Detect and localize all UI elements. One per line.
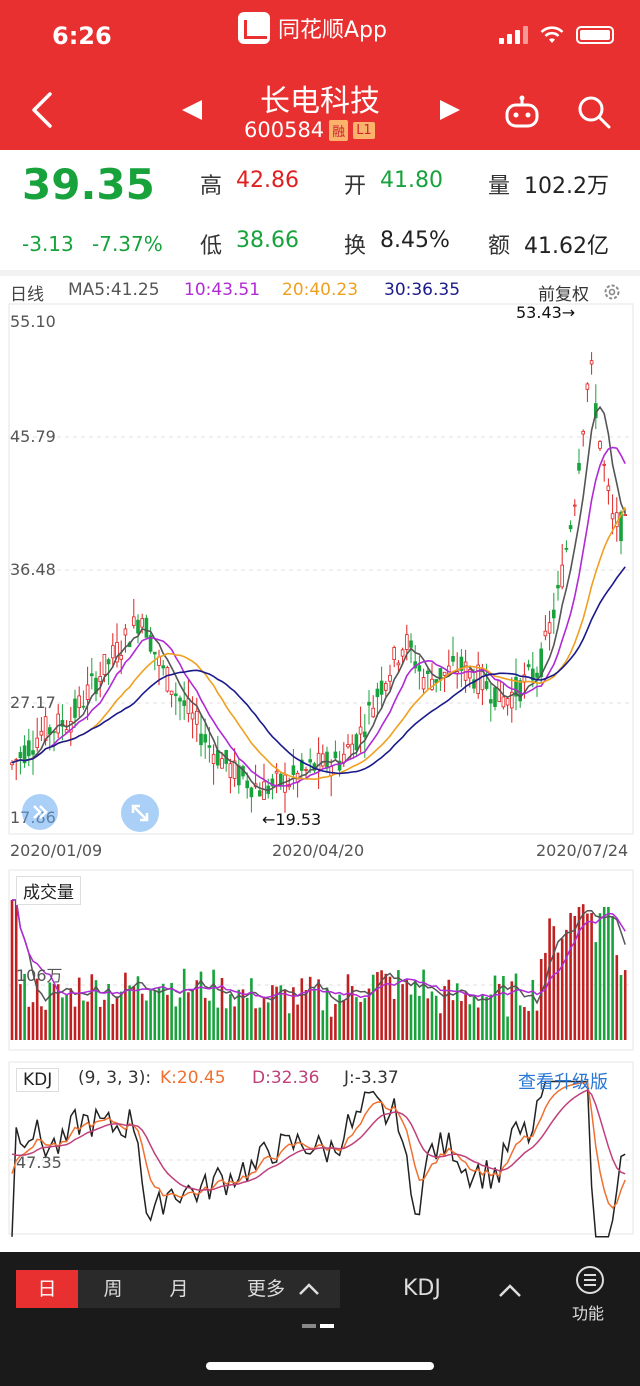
next-stock-icon[interactable] <box>440 100 460 120</box>
battery-icon <box>576 26 614 44</box>
function-label[interactable]: 功能 <box>572 1304 605 1323</box>
indicator-chevron-up-icon[interactable] <box>498 1282 522 1298</box>
volume-bars <box>9 900 633 1040</box>
bottom-toolbar: 日 周 月 更多 KDJ 功能 <box>0 1252 640 1386</box>
amount-label: 额 <box>488 234 511 259</box>
y-label-top: 55.10 <box>10 312 56 331</box>
low-label: 低 <box>200 234 223 259</box>
prev-stock-icon[interactable] <box>182 100 202 120</box>
day-tab[interactable]: 日 <box>16 1270 78 1308</box>
kdj-level-label: 47.35 <box>16 1153 62 1172</box>
quote-panel: 39.35 -3.13 -7.37% 高 42.86 开 41.80 量 102… <box>0 150 640 270</box>
kdj-d-value: D:32.36 <box>252 1068 320 1088</box>
more-tab[interactable]: 更多 <box>246 1278 285 1300</box>
app-title: 同花顺App <box>238 12 387 44</box>
search-icon[interactable] <box>576 94 612 130</box>
max-price-marker: 53.43→ <box>516 303 576 322</box>
wifi-icon <box>540 26 564 43</box>
main-grid <box>9 436 633 704</box>
price-change-pct: -7.37% <box>92 232 163 256</box>
volume-chart-frame <box>8 869 634 1051</box>
gear-icon[interactable] <box>602 282 622 302</box>
ma10-value: 10:43.51 <box>184 280 261 300</box>
header: 6:26 同花顺App 长电科技 600584 融 L1 <box>0 0 640 150</box>
divider <box>0 270 640 276</box>
stock-code: 600584 <box>244 118 325 142</box>
ma20-value: 20:40.23 <box>282 280 359 300</box>
low-value: 38.66 <box>236 228 299 253</box>
x-label-end: 2020/07/24 <box>536 841 629 860</box>
volume-value: 102.2万 <box>524 174 609 199</box>
adjust-label[interactable]: 前复权 <box>538 285 589 305</box>
ma-legend: 日线 MA5:41.25 10:43.51 20:40.23 30:36.35 … <box>0 280 640 305</box>
x-label-mid: 2020/04/20 <box>272 841 365 860</box>
kdj-params: (9, 3, 3): <box>78 1068 152 1088</box>
volume-ma-lines <box>12 899 626 1005</box>
y-label-3: 36.48 <box>10 560 56 579</box>
menu-icon[interactable] <box>574 1264 606 1296</box>
kdj-k-value: K:20.45 <box>160 1068 226 1088</box>
stock-name: 长电科技 <box>260 84 380 119</box>
volume-title[interactable]: 成交量 <box>16 876 81 905</box>
price-change: -3.13 <box>22 232 74 256</box>
period-label[interactable]: 日线 <box>10 285 44 305</box>
y-label-2: 45.79 <box>10 427 56 446</box>
week-tab[interactable]: 周 <box>103 1278 123 1300</box>
kdj-chart-frame <box>8 1061 634 1235</box>
turnover-value: 8.45% <box>380 228 450 253</box>
kdj-lines <box>9 1080 633 1238</box>
kdj-j-value: J:-3.37 <box>344 1068 399 1088</box>
more-chevron-up-icon[interactable] <box>298 1282 320 1296</box>
margin-tag: 融 <box>329 119 349 141</box>
y-label-4: 27.17 <box>10 693 56 712</box>
high-value: 42.86 <box>236 168 299 193</box>
chart-canvas <box>8 303 634 1238</box>
main-chart-frame <box>8 303 634 835</box>
high-label: 高 <box>200 174 223 199</box>
indicator-tab[interactable]: KDJ <box>403 1276 441 1301</box>
collapse-button[interactable] <box>22 794 58 830</box>
back-arrow-icon[interactable] <box>26 88 60 132</box>
status-time: 6:26 <box>52 22 112 50</box>
robot-icon[interactable] <box>504 94 540 130</box>
app-name: 同花顺App <box>278 18 387 43</box>
turnover-label: 换 <box>344 234 367 259</box>
ma5-value: MA5:41.25 <box>68 280 160 300</box>
current-price: 39.35 <box>22 160 155 209</box>
ma-lines <box>11 405 626 792</box>
stock-code-row: 600584 融 L1 <box>244 118 375 142</box>
amount-value: 41.62亿 <box>524 234 609 259</box>
fullscreen-button[interactable] <box>121 794 159 832</box>
home-indicator[interactable] <box>206 1362 434 1370</box>
app-logo-icon <box>238 12 270 44</box>
status-icons <box>499 26 614 44</box>
x-label-start: 2020/01/09 <box>10 841 103 860</box>
kdj-title[interactable]: KDJ <box>16 1068 60 1092</box>
volume-level-label: 106万 <box>16 966 63 985</box>
candlesticks <box>10 352 627 813</box>
upgrade-link[interactable]: 查看升级版 <box>518 1072 608 1093</box>
open-value: 41.80 <box>380 168 443 193</box>
month-tab[interactable]: 月 <box>169 1278 189 1300</box>
ma30-value: 30:36.35 <box>384 280 461 300</box>
volume-label: 量 <box>488 174 511 199</box>
chevrons-icon <box>33 805 48 819</box>
page-dot-active <box>320 1324 334 1328</box>
min-price-marker: ←19.53 <box>262 810 322 829</box>
signal-icon <box>499 26 528 44</box>
expand-icon <box>131 804 149 822</box>
page-dot <box>302 1324 316 1328</box>
open-label: 开 <box>344 174 367 199</box>
level-tag: L1 <box>353 121 375 139</box>
